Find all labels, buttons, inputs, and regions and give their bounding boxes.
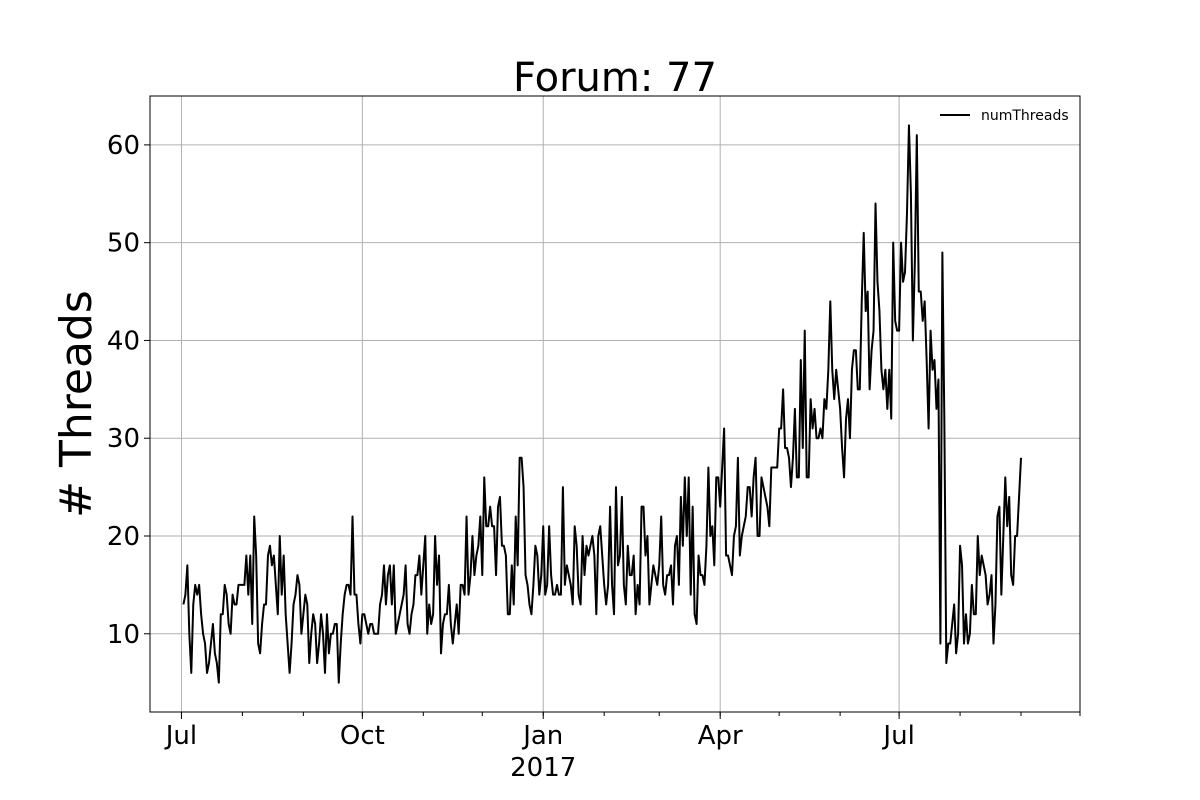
x-tick-label: Jan [521,721,563,751]
y-tick-label: 50 [107,229,140,259]
y-tick-label: 30 [107,424,140,454]
chart-title: Forum: 77 [513,55,717,101]
series-line-numThreads [182,124,1023,684]
legend-entry-numThreads: numThreads [981,108,1069,124]
y-tick-label: 20 [107,522,140,552]
y-tick-label: 40 [107,326,140,356]
grid [150,96,1080,712]
legend: numThreads [940,108,1069,124]
y-axis-label: # Threads [51,290,102,518]
x-tick-label: Jul [881,721,914,751]
series-layer [182,124,1023,684]
y-tick-label: 60 [107,131,140,161]
plot-frame [149,95,1081,713]
x-tick-label: Jul [164,721,197,751]
x-tick-label: Oct [340,721,385,751]
x-tick-label: Apr [698,721,743,751]
x-tick-year-label: 2017 [510,753,576,783]
y-tick-label: 10 [107,620,140,650]
